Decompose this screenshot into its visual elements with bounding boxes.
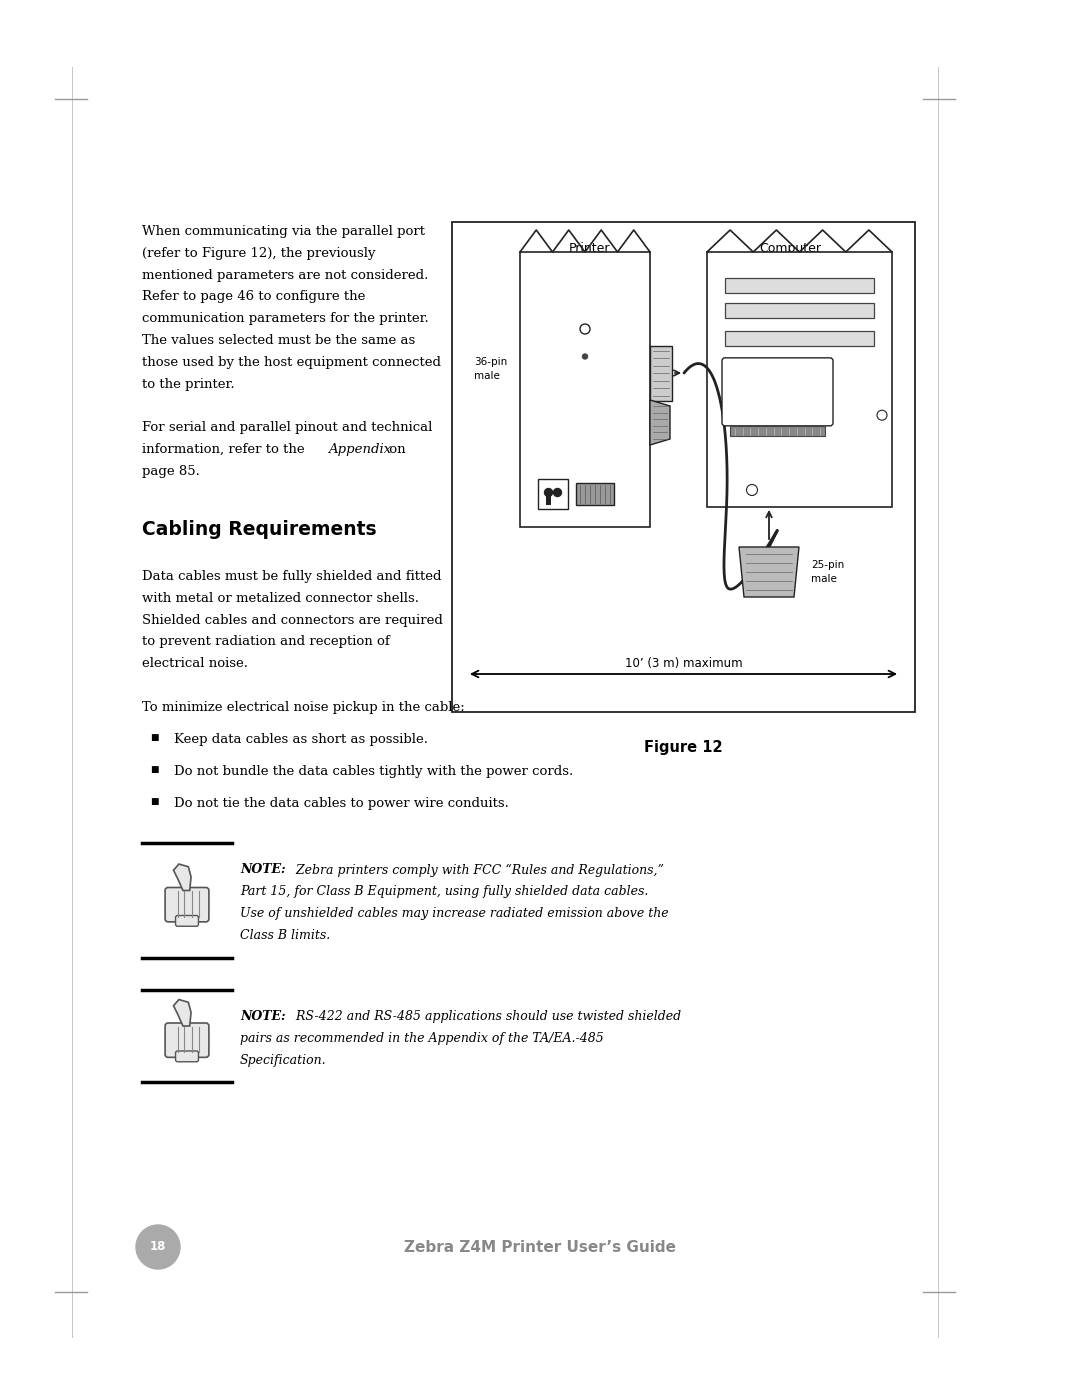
Bar: [546, 495, 551, 504]
Text: Data cables must be fully shielded and fitted: Data cables must be fully shielded and f…: [141, 570, 442, 583]
Text: information, refer to the: information, refer to the: [141, 443, 309, 457]
Text: ■: ■: [150, 796, 159, 806]
Polygon shape: [650, 400, 670, 446]
Text: Cabling Requirements: Cabling Requirements: [141, 520, 377, 539]
Text: on: on: [384, 443, 406, 457]
Text: those used by the host equipment connected: those used by the host equipment connect…: [141, 356, 441, 369]
Bar: [453, 222, 915, 712]
FancyBboxPatch shape: [176, 1051, 199, 1062]
Bar: [650, 345, 672, 401]
Text: ■: ■: [150, 733, 159, 742]
Text: Do not bundle the data cables tightly with the power cords.: Do not bundle the data cables tightly wi…: [174, 764, 573, 778]
Text: For serial and parallel pinout and technical: For serial and parallel pinout and techn…: [141, 422, 432, 434]
Bar: [725, 278, 874, 293]
Circle shape: [136, 1225, 180, 1268]
Text: When communicating via the parallel port: When communicating via the parallel port: [141, 225, 426, 237]
Text: Appendix: Appendix: [328, 443, 391, 457]
Text: mentioned parameters are not considered.: mentioned parameters are not considered.: [141, 268, 429, 282]
Text: pairs as recommended in the Appendix of the TA/EA.-485: pairs as recommended in the Appendix of …: [240, 1032, 604, 1045]
Text: Part 15, for Class B Equipment, using fully shielded data cables.: Part 15, for Class B Equipment, using fu…: [240, 886, 648, 898]
Bar: [707, 251, 892, 507]
Text: page 85.: page 85.: [141, 465, 200, 478]
Text: Figure 12: Figure 12: [644, 740, 723, 754]
Polygon shape: [174, 999, 191, 1025]
Text: PC
25-pin
female: PC 25-pin female: [759, 374, 796, 409]
Text: Zebra printers comply with FCC “Rules and Regulations,”: Zebra printers comply with FCC “Rules an…: [292, 863, 664, 877]
Text: Refer to page 46 to configure the: Refer to page 46 to configure the: [141, 291, 365, 303]
Text: 10’ (3 m) maximum: 10’ (3 m) maximum: [624, 657, 742, 671]
FancyBboxPatch shape: [176, 915, 199, 926]
Text: Computer: Computer: [759, 242, 821, 256]
Text: RS-422 and RS-485 applications should use twisted shielded: RS-422 and RS-485 applications should us…: [292, 1010, 681, 1024]
FancyBboxPatch shape: [165, 1023, 208, 1058]
Text: with metal or metalized connector shells.: with metal or metalized connector shells…: [141, 592, 419, 605]
Bar: [730, 426, 825, 436]
Text: 25-pin
male: 25-pin male: [811, 560, 845, 584]
Circle shape: [544, 489, 553, 496]
Bar: [538, 479, 568, 509]
Polygon shape: [739, 548, 799, 597]
Text: 36-pin
male: 36-pin male: [474, 358, 508, 380]
Text: Printer: Printer: [569, 242, 611, 256]
Bar: [725, 331, 874, 346]
Text: The values selected must be the same as: The values selected must be the same as: [141, 334, 415, 346]
Text: to the printer.: to the printer.: [141, 377, 234, 391]
Text: NOTE:: NOTE:: [240, 863, 285, 876]
Polygon shape: [174, 863, 191, 890]
Text: 18: 18: [150, 1241, 166, 1253]
Circle shape: [553, 489, 562, 496]
Text: Class B limits.: Class B limits.: [240, 929, 330, 942]
Text: Specification.: Specification.: [240, 1053, 326, 1067]
Text: Zebra Z4M Printer User’s Guide: Zebra Z4M Printer User’s Guide: [404, 1239, 676, 1255]
Text: NOTE:: NOTE:: [240, 1010, 285, 1024]
Bar: [519, 251, 650, 527]
Text: Shielded cables and connectors are required: Shielded cables and connectors are requi…: [141, 613, 443, 627]
Text: electrical noise.: electrical noise.: [141, 657, 248, 671]
Text: Use of unshielded cables may increase radiated emission above the: Use of unshielded cables may increase ra…: [240, 907, 669, 921]
Text: to prevent radiation and reception of: to prevent radiation and reception of: [141, 636, 390, 648]
FancyBboxPatch shape: [723, 358, 833, 426]
Text: To minimize electrical noise pickup in the cable:: To minimize electrical noise pickup in t…: [141, 701, 464, 714]
FancyBboxPatch shape: [165, 887, 208, 922]
Text: ■: ■: [150, 764, 159, 774]
Text: communication parameters for the printer.: communication parameters for the printer…: [141, 312, 429, 326]
Circle shape: [582, 353, 588, 359]
Text: Keep data cables as short as possible.: Keep data cables as short as possible.: [174, 733, 428, 746]
Text: (refer to Figure 12), the previously: (refer to Figure 12), the previously: [141, 247, 376, 260]
Bar: [725, 303, 874, 319]
Bar: [576, 483, 615, 504]
Text: Do not tie the data cables to power wire conduits.: Do not tie the data cables to power wire…: [174, 796, 509, 810]
